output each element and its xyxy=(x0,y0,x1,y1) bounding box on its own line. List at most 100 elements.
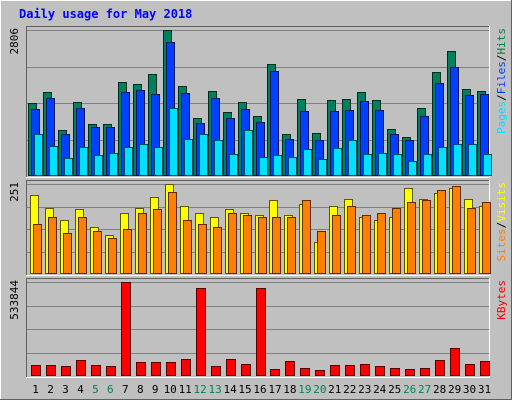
bar-kbytes xyxy=(420,368,430,376)
bar-pages xyxy=(109,153,118,176)
bar-sites xyxy=(138,213,147,274)
x-tick-label: 27 xyxy=(418,383,431,396)
bar-pages xyxy=(318,159,327,176)
bar-sites xyxy=(407,202,416,274)
bar-kbytes xyxy=(106,366,116,376)
x-tick-label: 4 xyxy=(77,383,84,396)
bar-kbytes xyxy=(76,360,86,376)
bar-pages xyxy=(423,154,432,176)
bar-sites xyxy=(362,215,371,274)
x-tick-label: 5 xyxy=(92,383,99,396)
bar-sites xyxy=(33,224,42,274)
bar-sites xyxy=(228,213,237,274)
chart-title: Daily usage for May 2018 xyxy=(19,7,192,21)
legend-hits: Hits xyxy=(495,28,508,55)
bar-pages xyxy=(363,154,372,176)
y-max-label: 251 xyxy=(8,182,21,202)
bar-kbytes xyxy=(211,366,221,376)
bar-sites xyxy=(377,213,386,274)
bar-kbytes xyxy=(61,366,71,376)
bar-pages xyxy=(378,153,387,176)
series-pages xyxy=(34,108,492,176)
bar-kbytes xyxy=(315,370,325,376)
bar-pages xyxy=(199,134,208,176)
x-tick-label: 28 xyxy=(433,383,446,396)
bar-pages xyxy=(453,144,462,176)
bar-sites xyxy=(48,217,57,274)
bar-kbytes xyxy=(196,288,206,376)
x-tick-label: 16 xyxy=(253,383,266,396)
bar-kbytes xyxy=(345,365,355,376)
bar-kbytes xyxy=(390,368,400,376)
x-tick-label: 24 xyxy=(373,383,387,396)
bar-kbytes xyxy=(405,369,415,376)
x-tick-label: 12 xyxy=(193,383,206,396)
x-tick-label: 14 xyxy=(223,383,237,396)
legend: Sites/Visits xyxy=(495,182,508,262)
y-max-label: 2806 xyxy=(8,28,21,55)
x-tick-label: 3 xyxy=(62,383,69,396)
kbytes-panel: 533844 KBytes xyxy=(8,278,508,378)
bar-kbytes xyxy=(91,365,101,376)
x-tick-label: 6 xyxy=(107,383,114,396)
series-sites xyxy=(33,186,491,274)
bar-sites xyxy=(243,215,252,274)
bar-kbytes xyxy=(375,366,385,376)
legend: KBytes xyxy=(495,280,508,320)
bar-sites xyxy=(93,231,102,274)
x-tick-label: 30 xyxy=(463,383,476,396)
x-tick-label: 22 xyxy=(343,383,356,396)
legend-pages: Pages xyxy=(495,101,508,134)
x-tick-label: 17 xyxy=(268,383,281,396)
bar-sites xyxy=(63,233,72,274)
bar-kbytes xyxy=(226,359,236,376)
bar-kbytes xyxy=(435,360,445,376)
bar-pages xyxy=(214,140,223,176)
x-tick-label: 25 xyxy=(388,383,401,396)
bar-sites xyxy=(482,202,491,274)
bar-sites xyxy=(302,200,311,274)
bar-sites xyxy=(437,190,446,274)
x-tick-label: 19 xyxy=(298,383,311,396)
x-tick-label: 26 xyxy=(403,383,416,396)
bar-kbytes xyxy=(450,348,460,376)
bar-pages xyxy=(438,147,447,176)
x-tick-label: 31 xyxy=(478,383,491,396)
bar-pages xyxy=(154,147,163,176)
bar-pages xyxy=(169,108,178,176)
x-axis-labels: 1 2 3 4 5 6 7 8 9 10 11 12 13 14 15 16 17 18 19 20 21 22 23 24 2… xyxy=(32,383,491,396)
chart-panels: 2806Pages/Files/Hits251Sites/Visits53384… xyxy=(8,26,508,378)
bar-pages xyxy=(468,144,477,176)
bar-pages xyxy=(139,144,148,176)
bar-sites xyxy=(153,209,162,274)
x-tick-label: 13 xyxy=(208,383,221,396)
bar-sites xyxy=(183,220,192,274)
x-tick-label: 7 xyxy=(122,383,129,396)
legend: Pages/Files/Hits xyxy=(495,28,508,134)
bar-sites xyxy=(347,206,356,274)
visits-panel: 251 Sites/Visits xyxy=(8,180,508,276)
bar-sites xyxy=(452,186,461,274)
bar-pages xyxy=(79,147,88,176)
legend-visits: Visits xyxy=(495,182,508,222)
bar-kbytes xyxy=(300,368,310,376)
legend-separator: / xyxy=(495,55,508,62)
x-tick-label: 21 xyxy=(328,383,341,396)
bar-pages xyxy=(408,161,417,176)
bar-sites xyxy=(467,208,476,274)
bar-kbytes xyxy=(181,359,191,376)
bar-sites xyxy=(123,229,132,274)
bar-pages xyxy=(229,154,238,176)
bar-kbytes xyxy=(256,288,266,376)
legend-sites: Sites xyxy=(495,228,508,261)
bar-kbytes xyxy=(121,282,131,376)
bar-pages xyxy=(184,139,193,176)
bar-pages xyxy=(333,148,342,176)
bar-kbytes xyxy=(46,365,56,376)
x-tick-label: 9 xyxy=(152,383,159,396)
x-tick-label: 15 xyxy=(238,383,251,396)
bar-kbytes xyxy=(285,361,295,376)
